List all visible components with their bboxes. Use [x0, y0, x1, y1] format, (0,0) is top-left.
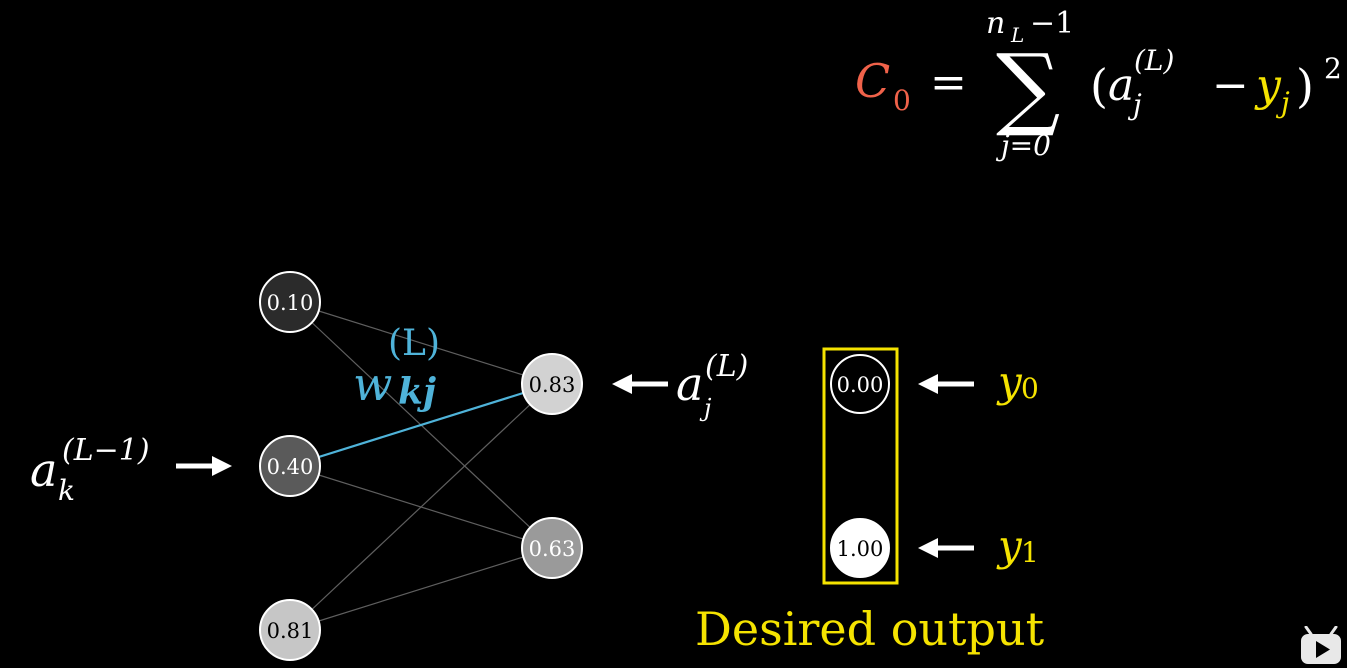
- output-arrow-icon: [612, 374, 668, 394]
- formula-y: y: [1254, 60, 1282, 111]
- weight-superscript: (L): [388, 323, 440, 364]
- output-node-0-value: 0.83: [529, 373, 576, 397]
- prev-node-1-circle: [259, 435, 321, 497]
- target-y0-subscript: 0: [1021, 372, 1039, 405]
- prev-node-2-value: 0.81: [267, 619, 314, 643]
- target-y0-letter: y: [996, 357, 1023, 406]
- prev-node-0-circle: [259, 271, 321, 333]
- open-paren: (: [1090, 59, 1108, 113]
- prev-layer: 0.10 0.40 0.81: [259, 271, 321, 661]
- edge-2-1: [289, 547, 553, 631]
- weight-subscript: kj: [398, 371, 436, 413]
- equals-sign: =: [930, 57, 967, 108]
- input-a-subscript: k: [58, 474, 75, 507]
- cost-formula: C 0 = n L −1 ∑ j=0 ( a (L) j − y j ) 2: [855, 6, 1342, 162]
- input-annotation: a (L−1) k: [30, 433, 232, 507]
- prev-node-1-value: 0.40: [267, 455, 314, 479]
- sum-upper-subscript: L: [1010, 23, 1024, 47]
- sum-lower-index: j=0: [995, 129, 1051, 162]
- prev-node: 0.81: [259, 599, 321, 661]
- output-layer: 0.83 0.63: [521, 353, 583, 579]
- desired-output-caption: Desired output: [695, 602, 1045, 656]
- edge-0-0: [289, 301, 553, 385]
- desired-output: 0.00 1.00 y 0 y 1 Desired output: [695, 347, 1045, 656]
- desired-node-1-circle: [830, 518, 890, 578]
- target-y1-letter: y: [996, 521, 1023, 570]
- edge-2-0: [289, 383, 553, 631]
- sum-upper-n: n: [986, 6, 1005, 41]
- output-a: a: [676, 357, 703, 411]
- output-annotation: a (L) j: [612, 349, 748, 422]
- output-node-1-circle: [521, 517, 583, 579]
- prev-node: 0.40: [259, 435, 321, 497]
- prev-node-2-circle: [259, 599, 321, 661]
- desired-output-box: [822, 347, 899, 585]
- power-two: 2: [1324, 52, 1342, 85]
- summation-sign: ∑: [996, 35, 1060, 140]
- prev-node: 0.10: [259, 271, 321, 333]
- desired-node-0-circle: [830, 354, 890, 414]
- output-a-superscript: (L): [705, 349, 748, 384]
- cost-symbol: C: [855, 54, 890, 108]
- target-y1-subscript: 1: [1021, 536, 1039, 569]
- input-arrow-icon: [176, 456, 232, 476]
- video-platform-logo-icon: [1301, 626, 1341, 664]
- minus-sign: −: [1212, 60, 1249, 111]
- sum-upper-rest: −1: [1030, 6, 1074, 41]
- network-edges: [289, 301, 553, 631]
- formula-a: a: [1108, 60, 1134, 111]
- weight-label: w (L) kj: [353, 323, 440, 413]
- prev-node-0-value: 0.10: [267, 291, 314, 315]
- desired-node-1-value: 1.00: [837, 537, 884, 561]
- desired-node-0-value: 0.00: [837, 373, 884, 397]
- y1-arrow-icon: [918, 538, 974, 558]
- output-node-0-circle: [521, 353, 583, 415]
- output-node-1-value: 0.63: [529, 537, 576, 561]
- formula-a-superscript: (L): [1134, 44, 1174, 77]
- highlighted-weight-edge: [289, 382, 553, 468]
- close-paren: ): [1296, 59, 1314, 113]
- weight-w: w: [353, 357, 392, 411]
- input-a: a: [30, 443, 57, 497]
- y0-arrow-icon: [918, 374, 974, 394]
- cost-subscript: 0: [893, 84, 911, 117]
- input-a-superscript: (L−1): [62, 433, 150, 468]
